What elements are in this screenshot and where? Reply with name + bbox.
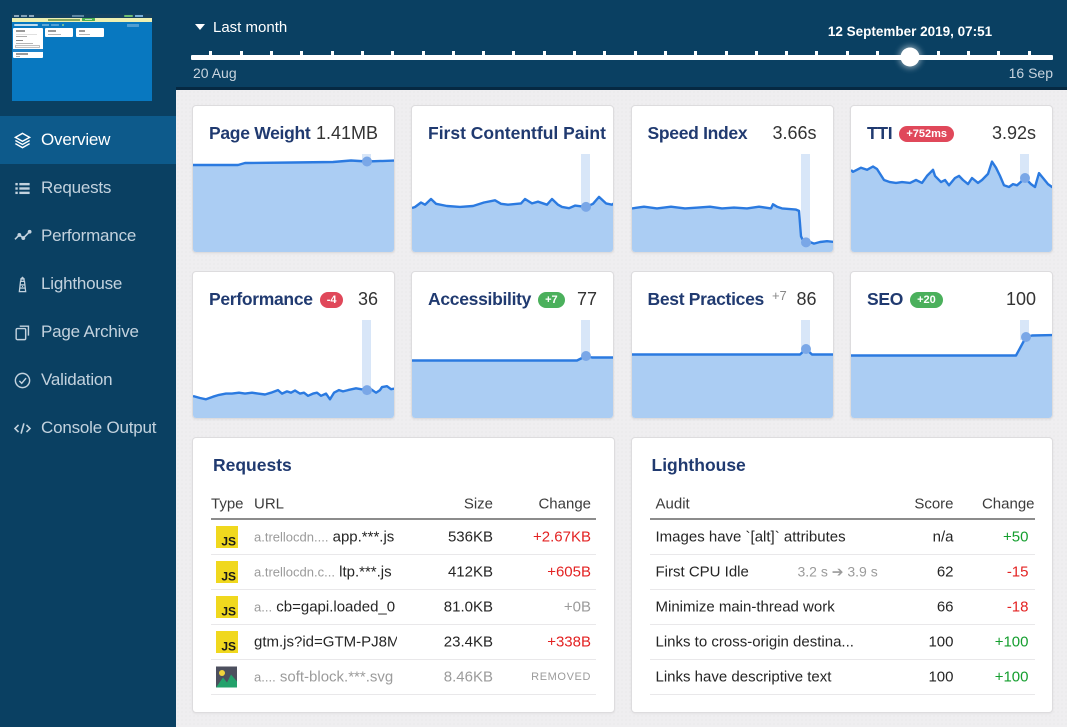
svg-text:JS: JS [221,535,236,549]
svg-text:JS: JS [221,640,236,654]
svg-text:JS: JS [221,605,236,619]
svg-text:JS: JS [221,570,236,584]
